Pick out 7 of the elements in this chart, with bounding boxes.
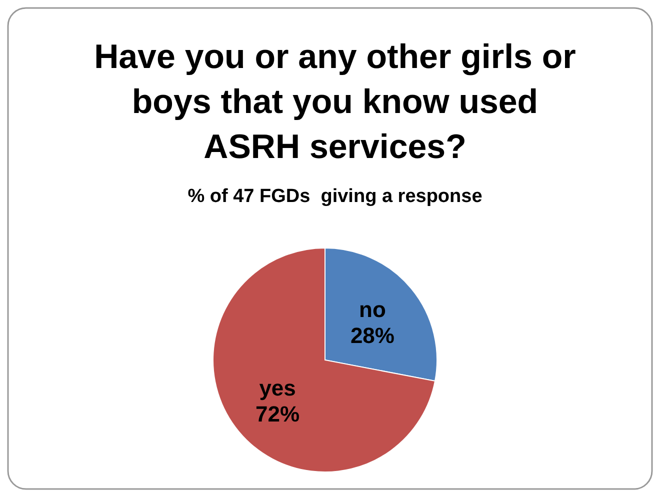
data-label: 28% <box>350 322 394 348</box>
slice-label: yes <box>259 375 296 400</box>
data-label: 72% <box>256 401 300 426</box>
chart-subtitle: % of 47 FGDs giving a response <box>188 186 482 207</box>
chart-title: Have you or any other girls or boys that you know used ASRH services? <box>94 38 576 166</box>
slice-label: no <box>359 296 386 322</box>
pie-slice <box>212 248 436 472</box>
